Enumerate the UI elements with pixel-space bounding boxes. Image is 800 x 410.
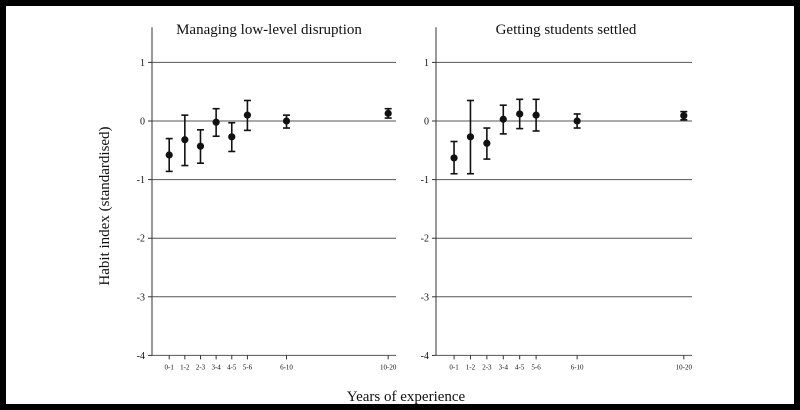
- x-tick-label: 10-20: [380, 363, 397, 371]
- data-point: [212, 118, 220, 126]
- y-tick-label: -2: [421, 234, 429, 245]
- x-tick-label: 6-10: [280, 363, 293, 371]
- x-tick-label: 1-2: [180, 363, 190, 371]
- data-point: [483, 139, 491, 147]
- data-point: [228, 133, 236, 141]
- x-tick-label: 4-5: [515, 363, 525, 371]
- y-tick-label: 0: [424, 117, 429, 128]
- data-point: [573, 117, 581, 125]
- x-axis-title: Years of experience: [347, 389, 466, 404]
- y-tick-label: 0: [140, 117, 145, 128]
- y-tick-label: 1: [424, 58, 429, 69]
- x-tick-label: 0-1: [165, 363, 175, 371]
- x-tick-label: 10-20: [676, 363, 693, 371]
- x-tick-label: 2-3: [482, 363, 492, 371]
- data-point: [196, 142, 205, 150]
- data-point: [516, 110, 524, 118]
- y-tick-label: -2: [137, 234, 145, 245]
- x-tick-label: 4-5: [227, 363, 237, 371]
- data-point: [450, 154, 458, 162]
- data-point: [680, 112, 688, 120]
- panel-title-2: Getting students settled: [496, 22, 637, 38]
- data-point: [181, 136, 189, 144]
- data-point: [282, 117, 291, 125]
- chart-canvas: Habit index (standardised) Years of expe…: [97, 22, 693, 404]
- figure-frame: Habit index (standardised) Years of expe…: [6, 6, 794, 404]
- y-tick-label: 1: [140, 58, 145, 69]
- x-tick-label: 5-6: [243, 363, 253, 371]
- x-tick-label: 3-4: [499, 363, 509, 371]
- panel-title-1: Managing low-level disruption: [176, 22, 362, 38]
- data-point: [532, 111, 540, 119]
- x-tick-label: 5-6: [531, 363, 541, 371]
- y-tick-label: -1: [421, 175, 429, 186]
- x-tick-label: 2-3: [196, 363, 206, 371]
- x-tick-label: 0-1: [449, 363, 459, 371]
- x-tick-label: 3-4: [211, 363, 221, 371]
- y-tick-label: -4: [421, 351, 429, 362]
- x-tick-label: 1-2: [466, 363, 476, 371]
- y-tick-label: -4: [137, 351, 145, 362]
- data-point: [384, 109, 392, 117]
- data-point: [165, 151, 173, 159]
- data-point: [243, 111, 252, 119]
- data-point: [499, 115, 507, 123]
- y-axis-title: Habit index (standardised): [97, 126, 113, 285]
- y-tick-label: -3: [421, 292, 429, 303]
- y-tick-label: -1: [137, 175, 145, 186]
- y-tick-label: -3: [137, 292, 145, 303]
- data-point: [466, 133, 475, 141]
- x-tick-label: 6-10: [571, 363, 584, 371]
